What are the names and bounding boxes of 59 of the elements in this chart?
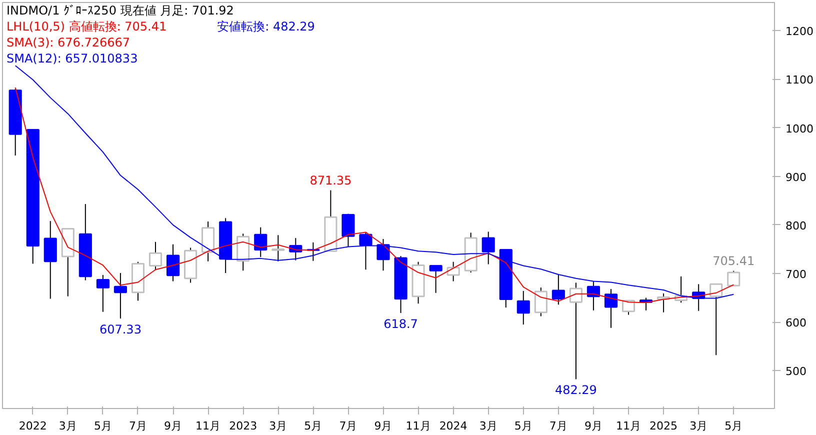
candlestick bbox=[166, 244, 180, 282]
candlestick bbox=[148, 241, 162, 270]
x-tick-label: 3月 bbox=[58, 420, 77, 432]
candlestick bbox=[516, 290, 530, 325]
candlestick bbox=[622, 300, 636, 316]
candlestick bbox=[446, 261, 460, 282]
series-label: SMA(12): 657.010833 bbox=[6, 52, 138, 66]
x-tick-label: 7月 bbox=[549, 420, 568, 432]
candlestick bbox=[44, 220, 57, 300]
y-tick-label: 900 bbox=[786, 170, 806, 184]
x-tick-label: 5月 bbox=[304, 420, 322, 432]
candlestick bbox=[254, 226, 268, 258]
y-tick-label: 800 bbox=[786, 219, 806, 232]
y-tick-label: 600 bbox=[786, 316, 806, 330]
x-tick-label: 9月 bbox=[584, 420, 602, 432]
candlestick bbox=[569, 282, 582, 380]
y-tick-label: 1200 bbox=[786, 25, 814, 38]
x-tick-label: 9月 bbox=[164, 420, 182, 432]
x-tick-label: 3月 bbox=[269, 420, 288, 432]
candlestick bbox=[534, 287, 548, 317]
y-tick-label: 1000 bbox=[786, 122, 814, 136]
x-tick-label: 5月 bbox=[514, 420, 532, 432]
x-tick-label: 2022 bbox=[18, 420, 47, 432]
candlestick bbox=[272, 234, 285, 262]
x-tick-label: 2024 bbox=[439, 420, 468, 432]
candlestick bbox=[376, 238, 390, 272]
x-tick-label: 7月 bbox=[339, 420, 358, 432]
x-tick-label: 11月 bbox=[196, 420, 221, 432]
x-tick-label: 2023 bbox=[229, 420, 258, 432]
x-tick-label: 11月 bbox=[406, 420, 431, 432]
text: SMA(3): 676.726667 bbox=[6, 36, 130, 50]
annotation: 871.35 bbox=[310, 173, 352, 188]
candlestick bbox=[604, 288, 618, 328]
candlestick bbox=[359, 232, 372, 270]
candlestick bbox=[429, 264, 442, 294]
annotation: 618.7 bbox=[384, 316, 418, 331]
x-tick-label: 3月 bbox=[479, 420, 498, 432]
y-tick-label: 700 bbox=[786, 268, 806, 281]
annotation: 705.41 bbox=[712, 254, 755, 268]
x-tick-label: 7月 bbox=[128, 420, 147, 432]
annotation: 607.33 bbox=[99, 322, 142, 336]
x-tick-label: 5月 bbox=[94, 420, 112, 432]
y-tick-label: 1100 bbox=[786, 74, 814, 87]
x-tick-label: 2025 bbox=[650, 420, 678, 432]
y-tick-label: 500 bbox=[786, 365, 806, 378]
x-tick-label: 5月 bbox=[724, 420, 743, 432]
candlestick bbox=[342, 213, 355, 248]
annotation: 安値転換: 482.29 bbox=[217, 20, 315, 34]
annotation: 482.29 bbox=[554, 383, 597, 398]
annotation: LHL(10,5) 高値転換: 705.41 bbox=[6, 20, 167, 34]
candlestick bbox=[96, 274, 110, 312]
x-tick-label: 9月 bbox=[374, 420, 392, 432]
candlestick bbox=[114, 272, 127, 319]
chart-title: INDMO/1 ｸﾞﾛｰｽ250 現在値 月足: 701.92 bbox=[6, 4, 234, 18]
candlestick bbox=[482, 231, 495, 265]
x-tick-label: 3月 bbox=[690, 420, 708, 432]
candlestick bbox=[727, 270, 740, 286]
x-tick-label: 11月 bbox=[616, 420, 642, 432]
candlestick bbox=[710, 283, 723, 356]
